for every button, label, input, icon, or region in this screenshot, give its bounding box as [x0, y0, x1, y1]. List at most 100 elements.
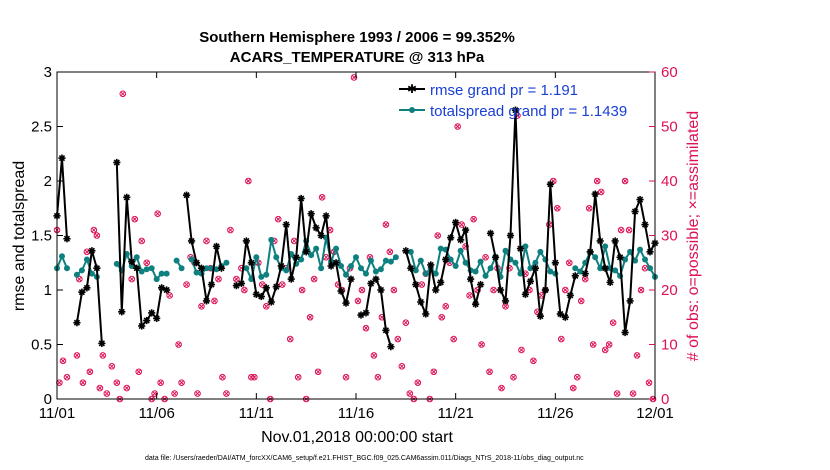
totalspread-point [547, 268, 554, 275]
rmse-point [457, 236, 465, 244]
obs-assimilated-marker [179, 380, 184, 386]
totalspread-point [318, 265, 325, 272]
totalspread-point [572, 265, 579, 272]
obs-count-point [482, 253, 489, 261]
plot-frame [56, 71, 656, 400]
rmse-line [584, 193, 656, 334]
rmse-point-stroke [93, 265, 100, 272]
rmse-point-stroke [602, 265, 609, 272]
rmse-point [372, 275, 380, 283]
obs-count-point [562, 286, 569, 294]
obs-assimilated-marker [199, 303, 204, 309]
rmse-point [118, 308, 126, 316]
rmse-point-stroke [158, 284, 165, 291]
rmse-point [347, 275, 355, 283]
obs-assimilated-marker [511, 374, 516, 380]
obs-assimilated-marker [195, 391, 200, 396]
x-tick-label: 11/06 [138, 405, 174, 422]
rmse-point-stroke [123, 194, 130, 201]
obs-assimilated-marker [291, 238, 297, 244]
obs-count-point [251, 373, 258, 381]
rmse-point-stroke [288, 275, 295, 283]
obs-count-point [585, 204, 593, 212]
rmse-point [73, 319, 81, 327]
obs-assimilated-marker [626, 227, 632, 233]
rmse-point-stroke [367, 280, 375, 287]
obs-count-point [390, 286, 398, 294]
obs-count-point [306, 313, 314, 321]
obs-possible-marker [86, 368, 94, 376]
obs-count-point [227, 226, 234, 234]
obs-count-point [454, 123, 461, 130]
x-tick-label: 11/26 [537, 405, 573, 422]
obs-count-point [73, 352, 81, 359]
obs-assimilated-marker [152, 391, 158, 396]
rmse-point-stroke [626, 297, 634, 305]
obs-assimilated-marker [76, 276, 82, 282]
obs-count-point [510, 373, 517, 381]
obs-assimilated-marker [84, 249, 90, 255]
rmse-point [332, 259, 340, 267]
obs-assimilated-marker [172, 391, 177, 396]
obs-possible-marker [183, 281, 190, 288]
obs-possible-marker [135, 368, 143, 376]
obs-assimilated-marker [431, 369, 437, 375]
totalspread-point [283, 267, 290, 274]
obs-count-point [554, 204, 561, 212]
totalspread-point [457, 247, 464, 254]
obs-assimilated-marker [479, 342, 484, 347]
obs-assimilated-marker [503, 303, 508, 309]
obs-count-point [605, 341, 613, 348]
obs-count-point [637, 286, 645, 294]
chart-title: Southern Hemisphere 1993 / 2006 = 99.352… [199, 29, 515, 46]
rmse-point [267, 298, 275, 306]
totalspread-point [63, 265, 70, 272]
rmse-point [407, 264, 415, 272]
obs-count-point [108, 363, 116, 370]
obs-count-point [211, 297, 218, 305]
obs-possible-marker [223, 390, 230, 397]
obs-possible-marker [613, 390, 621, 397]
rmse-point-stroke [557, 310, 564, 318]
y-tick-label-right: 10 [661, 337, 678, 354]
totalspread-point [143, 266, 150, 273]
rmse-point [541, 286, 549, 294]
obs-assimilated-marker [491, 287, 496, 293]
obs-possible-marker [99, 352, 107, 359]
rmse-point-stroke [437, 279, 444, 286]
obs-possible-marker [486, 368, 493, 376]
rmse-point-stroke [88, 247, 95, 254]
obs-possible-marker [562, 286, 569, 294]
obs-possible-marker [382, 221, 390, 228]
obs-possible-marker [573, 373, 581, 381]
obs-assimilated-marker [375, 374, 381, 380]
obs-possible-marker [63, 373, 71, 381]
obs-count-point [370, 352, 378, 359]
rmse-point-stroke [582, 270, 589, 277]
obs-count-point [178, 379, 185, 386]
obs-possible-marker [143, 259, 150, 267]
obs-assimilated-marker [275, 216, 281, 222]
rmse-point [596, 237, 604, 245]
rmse-point-stroke [487, 230, 494, 237]
obs-assimilated-marker [574, 374, 580, 380]
totalspread-point [133, 254, 140, 261]
y-axis-label-left: rmse and totalspread [11, 161, 28, 311]
rmse-point [143, 316, 151, 325]
obs-assimilated-marker [343, 374, 349, 380]
obs-possible-marker [175, 341, 182, 348]
rmse-point [491, 253, 500, 261]
totalspread-point [173, 257, 180, 264]
obs-count-point [434, 232, 442, 239]
rmse-point-stroke [477, 281, 484, 288]
totalspread-point [627, 248, 634, 255]
rmse-point [307, 210, 315, 218]
rmse-point [192, 259, 201, 267]
obs-assimilated-marker [327, 227, 333, 233]
obs-count-point [609, 319, 617, 327]
rmse-point-stroke [263, 284, 270, 291]
rmse-point [447, 234, 455, 242]
obs-count-point [565, 259, 573, 267]
obs-assimilated-marker [129, 276, 135, 282]
totalspread-point [313, 245, 320, 252]
